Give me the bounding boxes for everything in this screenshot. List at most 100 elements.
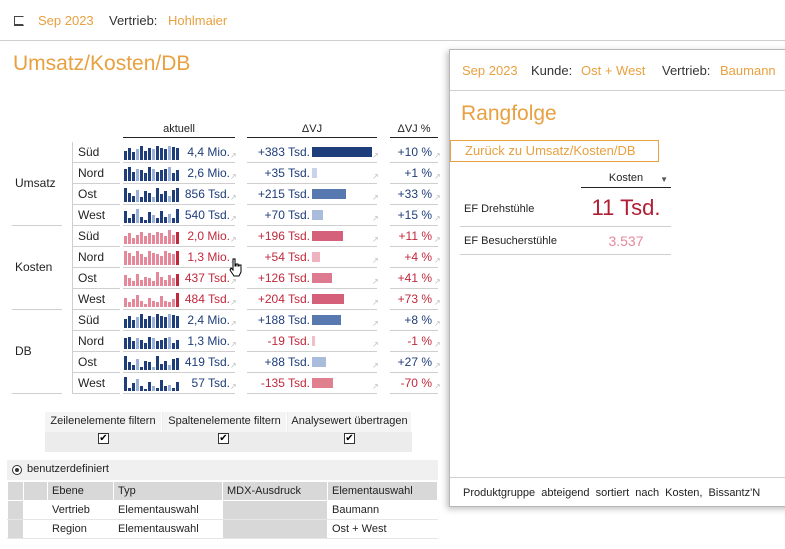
drill-arrow-icon[interactable]: ↗ <box>372 256 379 265</box>
delta-value[interactable]: +188 Tsd. <box>257 313 310 327</box>
drill-arrow-icon[interactable]: ↗ <box>372 151 379 160</box>
delta-value[interactable]: +204 Tsd. <box>257 292 310 306</box>
actual-value[interactable]: 2,6 Mio. <box>187 166 230 180</box>
drill-arrow-icon[interactable]: ↗ <box>230 340 237 349</box>
drill-arrow-icon[interactable]: ↗ <box>230 235 237 244</box>
drill-arrow-icon[interactable]: ↗ <box>372 382 379 391</box>
drill-arrow-icon[interactable]: ↗ <box>434 151 441 160</box>
row-handle[interactable] <box>7 500 24 520</box>
drill-arrow-icon[interactable]: ↗ <box>434 256 441 265</box>
row-name[interactable]: Nord <box>72 331 120 352</box>
drill-arrow-icon[interactable]: ↗ <box>230 214 237 223</box>
row-name[interactable]: West <box>72 289 120 310</box>
drill-arrow-icon[interactable]: ↗ <box>434 298 441 307</box>
drill-arrow-icon[interactable]: ↗ <box>434 172 441 181</box>
group-label[interactable]: Umsatz <box>15 176 56 190</box>
delta-percent-value[interactable]: +41 % <box>397 271 432 285</box>
rank-item-name[interactable]: EF Besucherstühle <box>464 235 557 247</box>
delta-percent-value[interactable]: +1 % <box>404 166 432 180</box>
kpi-row[interactable]: Süd 2,4 Mio. ↗ +188 Tsd. ↗ +8 % ↗ <box>72 310 442 331</box>
cell-mdx[interactable] <box>222 519 328 539</box>
row-name[interactable]: Süd <box>72 310 120 331</box>
drill-arrow-icon[interactable]: ↗ <box>372 298 379 307</box>
period-selector[interactable]: Sep 2023 <box>38 13 94 28</box>
kpi-row[interactable]: West 484 Tsd. ↗ +204 Tsd. ↗ +73 % ↗ <box>72 289 442 310</box>
radio-selected-icon[interactable] <box>12 465 22 475</box>
drill-arrow-icon[interactable]: ↗ <box>372 319 379 328</box>
cell-ebene[interactable]: Region <box>47 519 114 539</box>
kpi-row[interactable]: Nord 1,3 Mio. ↗ -19 Tsd. ↗ -1 % ↗ <box>72 331 442 352</box>
delta-value[interactable]: +70 Tsd. <box>264 208 310 222</box>
delta-value[interactable]: +126 Tsd. <box>257 271 310 285</box>
drill-arrow-icon[interactable]: ↗ <box>372 172 379 181</box>
actual-value[interactable]: 856 Tsd. <box>184 187 230 201</box>
drill-arrow-icon[interactable]: ↗ <box>372 277 379 286</box>
delta-percent-value[interactable]: -1 % <box>407 334 432 348</box>
table-row[interactable]: Region Elementauswahl Ost + West <box>7 519 438 539</box>
drill-arrow-icon[interactable]: ↗ <box>434 319 441 328</box>
group-label[interactable]: DB <box>15 344 32 358</box>
actual-value[interactable]: 4,4 Mio. <box>187 145 230 159</box>
row-name[interactable]: West <box>72 205 120 226</box>
drill-arrow-icon[interactable]: ↗ <box>230 172 237 181</box>
kpi-row[interactable]: West 540 Tsd. ↗ +70 Tsd. ↗ +15 % ↗ <box>72 205 442 226</box>
kpi-row[interactable]: West 57 Tsd. ↗ -135 Tsd. ↗ -70 % ↗ <box>72 373 442 394</box>
mode-option[interactable]: benutzerdefiniert <box>7 460 438 480</box>
drill-arrow-icon[interactable]: ↗ <box>372 340 379 349</box>
actual-value[interactable]: 540 Tsd. <box>184 208 230 222</box>
kpi-row[interactable]: Ost 856 Tsd. ↗ +215 Tsd. ↗ +33 % ↗ <box>72 184 442 205</box>
row-name[interactable]: West <box>72 373 120 394</box>
drill-arrow-icon[interactable]: ↗ <box>434 277 441 286</box>
cell-elementauswahl[interactable]: Ost + West <box>327 519 438 539</box>
actual-value[interactable]: 437 Tsd. <box>184 271 230 285</box>
delta-percent-value[interactable]: +8 % <box>404 313 432 327</box>
kpi-row[interactable]: Süd 2,0 Mio. ↗ +196 Tsd. ↗ +11 % ↗ <box>72 226 442 247</box>
sort-down-icon[interactable]: ▼ <box>660 175 668 184</box>
row-check[interactable] <box>23 500 48 520</box>
drill-arrow-icon[interactable]: ↗ <box>372 235 379 244</box>
drill-arrow-icon[interactable]: ↗ <box>434 214 441 223</box>
actual-value[interactable]: 2,0 Mio. <box>187 229 230 243</box>
vertrieb-selector[interactable]: Hohlmaier <box>168 13 228 28</box>
delta-value[interactable]: -135 Tsd. <box>260 376 310 390</box>
row-handle[interactable] <box>7 519 24 539</box>
kpi-row[interactable]: Nord 2,6 Mio. ↗ +35 Tsd. ↗ +1 % ↗ <box>72 163 442 184</box>
collapse-icon[interactable] <box>14 16 24 26</box>
delta-percent-value[interactable]: +11 % <box>398 229 432 243</box>
row-filter-checkbox[interactable]: ✔ <box>98 433 109 444</box>
delta-percent-value[interactable]: +33 % <box>397 187 432 201</box>
actual-value[interactable]: 2,4 Mio. <box>187 313 230 327</box>
back-button[interactable]: Zurück zu Umsatz/Kosten/DB <box>450 140 659 162</box>
drill-arrow-icon[interactable]: ↗ <box>230 277 237 286</box>
actual-value[interactable]: 484 Tsd. <box>184 292 230 306</box>
delta-percent-value[interactable]: +15 % <box>397 208 432 222</box>
delta-value[interactable]: +383 Tsd. <box>257 145 310 159</box>
drill-arrow-icon[interactable]: ↗ <box>230 382 237 391</box>
drill-arrow-icon[interactable]: ↗ <box>372 361 379 370</box>
delta-percent-value[interactable]: -70 % <box>400 376 432 390</box>
row-check[interactable] <box>23 519 48 539</box>
cell-typ[interactable]: Elementauswahl <box>113 519 223 539</box>
actual-value[interactable]: 1,3 Mio. <box>187 250 230 264</box>
delta-value[interactable]: +35 Tsd. <box>264 166 310 180</box>
delta-value[interactable]: +215 Tsd. <box>257 187 310 201</box>
drill-arrow-icon[interactable]: ↗ <box>434 340 441 349</box>
drill-arrow-icon[interactable]: ↗ <box>372 214 379 223</box>
drill-arrow-icon[interactable]: ↗ <box>230 361 237 370</box>
row-name[interactable]: Nord <box>72 247 120 268</box>
kpi-row[interactable]: Ost 419 Tsd. ↗ +88 Tsd. ↗ +27 % ↗ <box>72 352 442 373</box>
actual-value[interactable]: 419 Tsd. <box>184 355 230 369</box>
actual-value[interactable]: 57 Tsd. <box>191 376 230 390</box>
delta-value[interactable]: +196 Tsd. <box>257 229 310 243</box>
table-row[interactable]: Vertrieb Elementauswahl Baumann <box>7 500 438 520</box>
delta-value[interactable]: +88 Tsd. <box>264 355 310 369</box>
delta-percent-value[interactable]: +27 % <box>397 355 432 369</box>
row-name[interactable]: Süd <box>72 142 120 163</box>
drill-arrow-icon[interactable]: ↗ <box>230 298 237 307</box>
row-name[interactable]: Ost <box>72 268 120 289</box>
row-name[interactable]: Ost <box>72 352 120 373</box>
drill-arrow-icon[interactable]: ↗ <box>230 319 237 328</box>
drill-arrow-icon[interactable]: ↗ <box>434 193 441 202</box>
popup-vertrieb-selector[interactable]: Baumann <box>720 63 776 78</box>
cell-mdx[interactable] <box>222 500 328 520</box>
